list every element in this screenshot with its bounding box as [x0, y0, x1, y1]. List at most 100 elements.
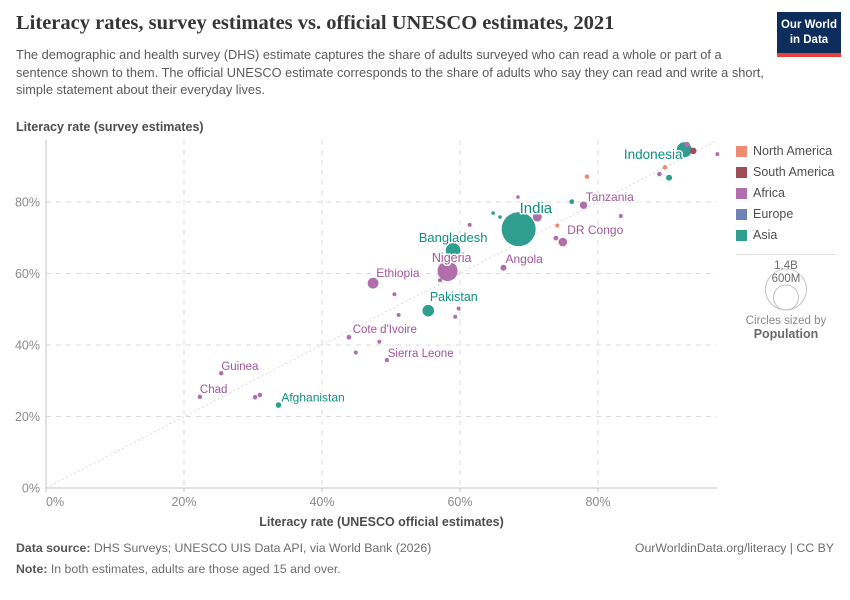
- legend-swatch-icon: [736, 145, 747, 157]
- y-tick-label: 40%: [15, 339, 40, 353]
- legend-label: Asia: [753, 228, 778, 242]
- country-label: India: [520, 200, 553, 217]
- logo-line1: Our World: [780, 19, 837, 31]
- country-labels: India Indonesia Bangladesh Pakistan Afghanis…: [198, 145, 684, 406]
- chart-right-rail: North America South America Africa Europe As…: [736, 144, 836, 341]
- tick-labels: 0% 20% 40% 60% 80% 0% 20% 40% 60% 80%: [15, 196, 611, 510]
- data-point-india[interactable]: [501, 212, 536, 247]
- y-axis-title: Literacy rate (survey estimates): [16, 120, 204, 134]
- y-tick-label: 0%: [22, 482, 40, 496]
- note-line: Note: In both estimates, adults are thos…: [16, 562, 834, 576]
- country-label: Indonesia: [624, 147, 683, 162]
- data-point-angola[interactable]: [500, 264, 507, 271]
- chart-subtitle: The demographic and health survey (DHS) …: [16, 47, 764, 98]
- data-point[interactable]: [396, 312, 401, 317]
- footer-link[interactable]: OurWorldinData.org/literacy | CC BY: [634, 541, 834, 555]
- legend-swatch-icon: [736, 166, 747, 178]
- continent-legend: North America South America Africa Europe As…: [736, 144, 836, 242]
- data-point[interactable]: [553, 235, 559, 241]
- country-label: Bangladesh: [419, 230, 488, 245]
- data-point[interactable]: [377, 339, 382, 344]
- data-point[interactable]: [353, 350, 358, 355]
- data-point-bangladesh[interactable]: [445, 242, 461, 258]
- data-point-guinea[interactable]: [219, 371, 224, 376]
- data-point-ethiopia[interactable]: [367, 277, 379, 289]
- axis-lines: [45, 140, 717, 492]
- data-point[interactable]: [467, 222, 472, 227]
- data-point[interactable]: [715, 152, 720, 157]
- data-point[interactable]: [684, 141, 690, 148]
- data-point-chad[interactable]: [197, 394, 203, 400]
- legend-label: Africa: [753, 186, 785, 200]
- data-point[interactable]: [491, 211, 495, 215]
- data-point[interactable]: [498, 215, 502, 219]
- gridlines: [46, 140, 717, 488]
- data-point[interactable]: [516, 195, 520, 199]
- legend-divider: [736, 254, 836, 255]
- data-point-nigeria[interactable]: [437, 260, 458, 281]
- legend-swatch-icon: [736, 187, 747, 199]
- data-point-cote-d-ivoire[interactable]: [346, 334, 352, 340]
- owid-logo[interactable]: Our World in Data: [777, 12, 841, 57]
- country-label: Afghanistan: [281, 391, 344, 405]
- country-label: Tanzania: [586, 190, 634, 204]
- country-label: DR Congo: [567, 223, 623, 237]
- data-points: [197, 141, 720, 408]
- logo-line2: in Data: [789, 33, 829, 46]
- data-point[interactable]: [662, 165, 668, 170]
- size-legend-big-value: 1.4B: [774, 260, 798, 272]
- data-point-tanzania[interactable]: [579, 201, 588, 209]
- data-point[interactable]: [257, 392, 263, 398]
- size-legend: 1.4B 600M Circles sized by Population: [736, 260, 836, 341]
- scatter-plot: 0% 20% 40% 60% 80% 0% 20% 40% 60% 80% India Indones…: [15, 140, 720, 510]
- country-label: Chad: [200, 384, 228, 396]
- data-point[interactable]: [666, 174, 673, 181]
- data-point[interactable]: [584, 174, 590, 179]
- legend-item-asia[interactable]: Asia: [736, 228, 836, 242]
- legend-item-africa[interactable]: Africa: [736, 186, 836, 200]
- y-tick-label: 80%: [15, 196, 40, 210]
- chart-footer: Data source: DHS Surveys; UNESCO UIS Dat…: [16, 541, 834, 576]
- size-legend-metric: Population: [753, 327, 819, 341]
- data-point[interactable]: [437, 278, 442, 283]
- country-label: Cote d'Ivoire: [353, 324, 417, 336]
- x-tick-label: 60%: [447, 495, 472, 509]
- data-point-pakistan[interactable]: [422, 304, 435, 317]
- x-tick-label: 80%: [585, 495, 610, 509]
- legend-label: South America: [753, 165, 835, 179]
- data-point-afghanistan[interactable]: [275, 402, 282, 408]
- legend-label: North America: [753, 144, 833, 158]
- data-point[interactable]: [618, 213, 623, 218]
- y-tick-label: 20%: [15, 410, 40, 424]
- data-point[interactable]: [657, 171, 662, 177]
- data-point[interactable]: [252, 394, 258, 400]
- data-point[interactable]: [689, 147, 697, 155]
- legend-swatch-icon: [736, 229, 747, 241]
- data-point[interactable]: [569, 199, 575, 205]
- y-tick-label: 60%: [15, 267, 40, 281]
- legend-item-south-america[interactable]: South America: [736, 165, 836, 179]
- data-point[interactable]: [532, 212, 542, 222]
- country-label: Sierra Leone: [388, 348, 454, 360]
- country-label: Pakistan: [430, 290, 478, 304]
- data-point[interactable]: [453, 314, 458, 319]
- data-source-label: Data source:: [16, 541, 91, 555]
- size-legend-circles: [765, 268, 807, 311]
- data-point-sierra-leone[interactable]: [384, 357, 390, 363]
- country-label: Nigeria: [432, 251, 472, 265]
- x-tick-label: 0%: [46, 495, 64, 509]
- x-axis-title: Literacy rate (UNESCO official estimates…: [259, 515, 504, 529]
- country-label: Guinea: [221, 361, 259, 373]
- legend-label: Europe: [753, 207, 794, 221]
- legend-swatch-icon: [736, 208, 747, 220]
- data-point-dr-congo[interactable]: [558, 237, 568, 247]
- country-label: Ethiopia: [376, 266, 420, 280]
- data-point[interactable]: [555, 223, 560, 228]
- legend-item-north-america[interactable]: North America: [736, 144, 836, 158]
- data-source-line: Data source: DHS Surveys; UNESCO UIS Dat…: [16, 541, 834, 555]
- data-point[interactable]: [456, 306, 461, 311]
- legend-item-europe[interactable]: Europe: [736, 207, 836, 221]
- data-point[interactable]: [392, 292, 397, 297]
- page-title: Literacy rates, survey estimates vs. off…: [16, 12, 615, 34]
